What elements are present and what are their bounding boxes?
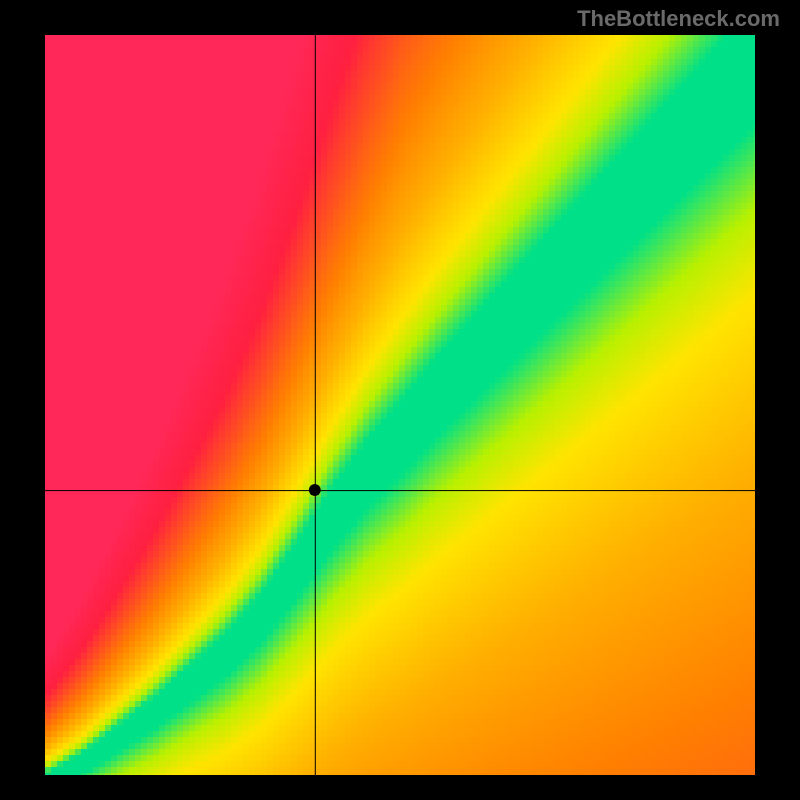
- chart-container: TheBottleneck.com: [0, 0, 800, 800]
- heatmap-canvas: [45, 35, 755, 775]
- watermark-text: TheBottleneck.com: [577, 6, 780, 32]
- heatmap-plot: [45, 35, 755, 775]
